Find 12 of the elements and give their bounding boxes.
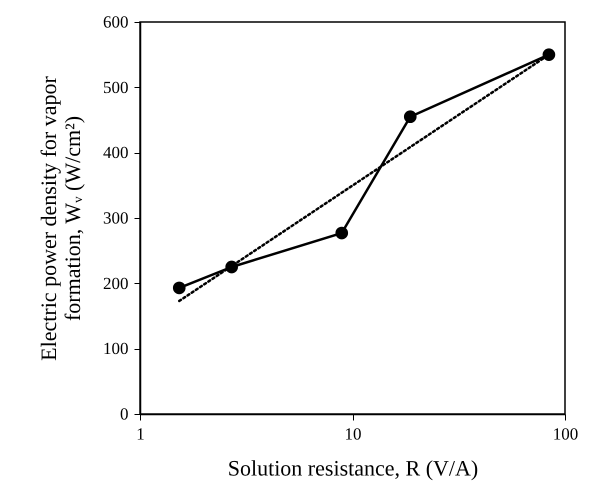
- y-tick-label: 400: [103, 143, 128, 162]
- y-axis-title: Electric power density for vapor formation, Wᵥ (W/cm²): [36, 75, 85, 361]
- y-tick-label: 100: [103, 339, 128, 358]
- x-axis-title: Solution resistance, R (V/A): [228, 456, 478, 480]
- y-tick-label: 200: [103, 274, 128, 293]
- x-tick-label: 100: [552, 424, 578, 444]
- x-tick-label: 10: [344, 424, 362, 444]
- y-tick-label: 300: [103, 208, 128, 228]
- y-tick-label: 0: [120, 404, 128, 424]
- x-tick-label: 1: [136, 424, 145, 444]
- y-tick-label: 500: [103, 78, 128, 97]
- y-tick-label: 600: [103, 12, 128, 32]
